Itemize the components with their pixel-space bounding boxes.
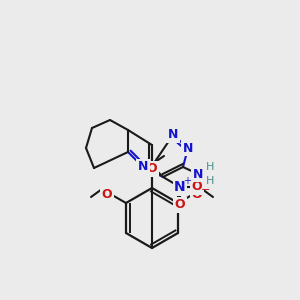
Text: N: N [138,160,148,173]
Text: N: N [168,128,178,142]
Text: N: N [193,167,203,181]
Text: O: O [147,163,157,176]
Text: O: O [192,188,202,200]
Text: O: O [175,199,185,212]
Text: +: + [183,176,191,186]
Text: H: H [206,162,214,172]
Text: O: O [102,188,112,200]
Text: N: N [183,142,193,154]
Text: −: − [201,185,211,195]
Text: N: N [174,180,186,194]
Text: O: O [192,181,202,194]
Text: H: H [206,176,214,186]
